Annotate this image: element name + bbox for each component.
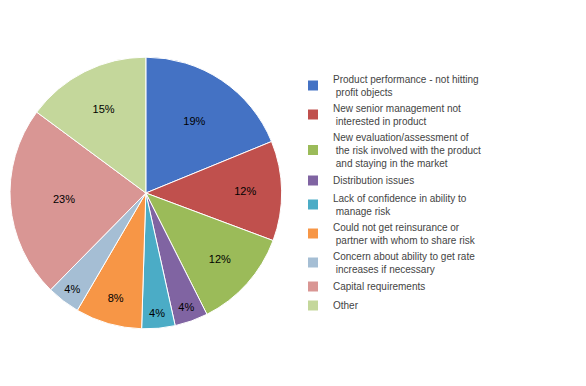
svg-text:Other: Other xyxy=(333,300,359,311)
svg-text:Product performance - not hitt: Product performance - not hitting profit… xyxy=(333,74,479,98)
svg-text:23%: 23% xyxy=(53,193,75,205)
svg-text:Could not get reinsurance or p: Could not get reinsurance or partner wit… xyxy=(333,222,476,246)
svg-text:Distribution issues: Distribution issues xyxy=(333,175,414,186)
svg-text:12%: 12% xyxy=(209,253,231,265)
svg-text:Lack of confidence in ability: Lack of confidence in ability to manage … xyxy=(333,193,467,217)
svg-text:4%: 4% xyxy=(178,301,194,313)
svg-text:12%: 12% xyxy=(234,185,256,197)
svg-text:New senior management not inte: New senior management not interested in … xyxy=(333,103,461,127)
svg-text:4%: 4% xyxy=(149,307,165,319)
svg-text:New evaluation/assessment of t: New evaluation/assessment of the risk in… xyxy=(333,132,481,169)
svg-text:4%: 4% xyxy=(64,283,80,295)
svg-text:Capital requirements: Capital requirements xyxy=(333,281,425,292)
svg-text:8%: 8% xyxy=(108,292,124,304)
svg-text:19%: 19% xyxy=(183,115,205,127)
svg-text:15%: 15% xyxy=(93,103,115,115)
svg-text:Concern about ability to get r: Concern about ability to get rate increa… xyxy=(333,251,475,275)
